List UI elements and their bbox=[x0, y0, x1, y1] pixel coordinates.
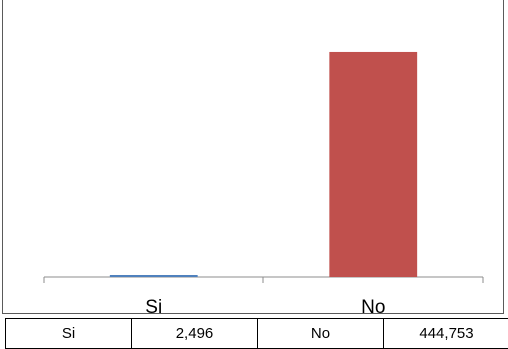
bar-si bbox=[109, 275, 198, 277]
chart-area bbox=[2, 0, 504, 314]
table-cell-label-no: No bbox=[257, 318, 384, 349]
table-cell-value-si: 2,496 bbox=[131, 318, 258, 349]
table-row: Si 2,496 No 444,753 bbox=[5, 318, 508, 349]
table-cell-value-no: 444,753 bbox=[383, 318, 508, 349]
table-cell-label-si: Si bbox=[5, 318, 132, 349]
bar-no bbox=[329, 51, 418, 277]
bar-chart: Si No bbox=[43, 51, 484, 318]
x-tick-label-no: No bbox=[361, 297, 385, 318]
data-table: Si 2,496 No 444,753 bbox=[5, 318, 508, 349]
x-tick-label-si: Si bbox=[145, 297, 162, 318]
